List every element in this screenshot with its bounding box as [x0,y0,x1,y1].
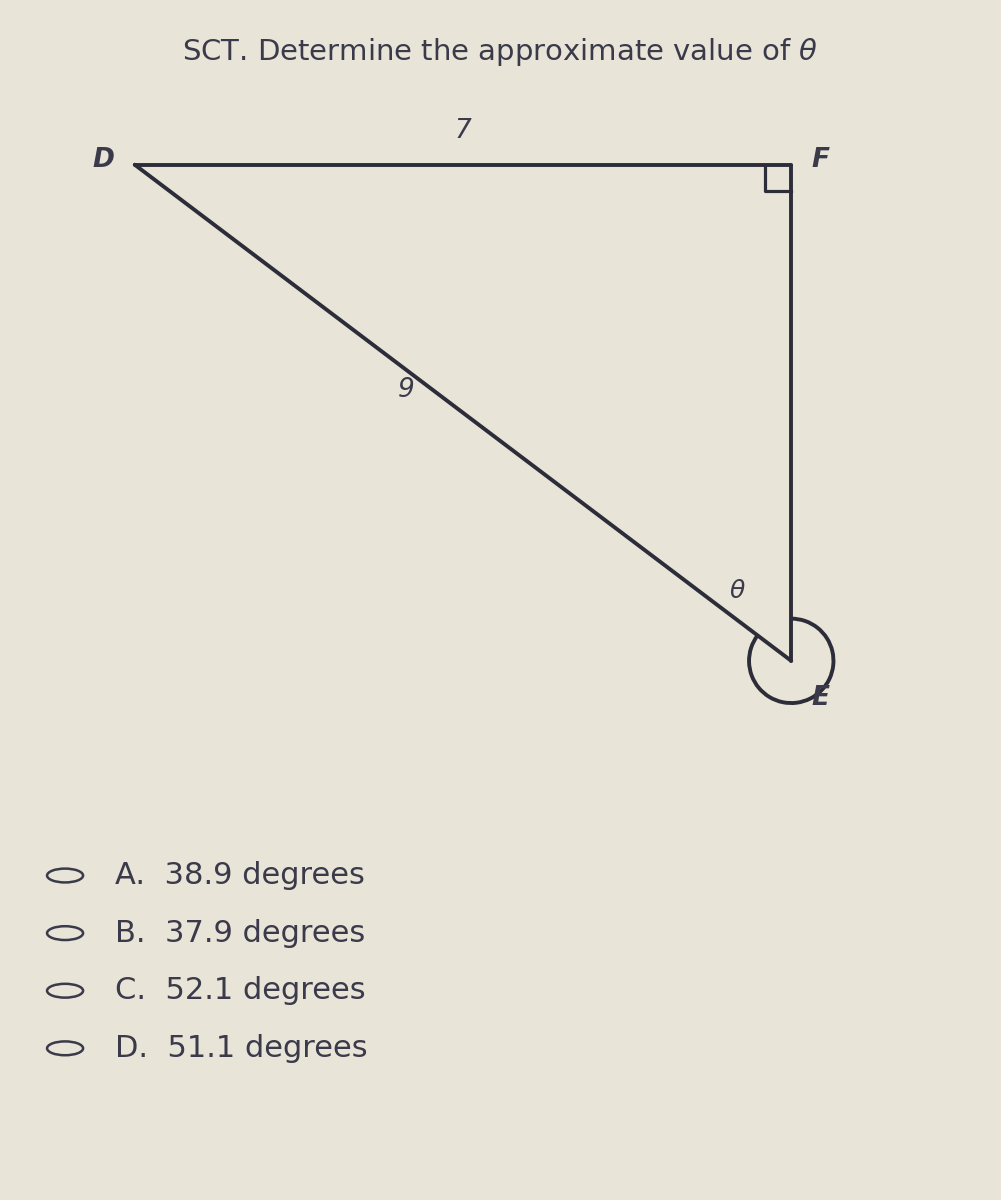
Text: 7: 7 [454,118,471,144]
Text: 9: 9 [398,377,415,403]
Text: B.  37.9 degrees: B. 37.9 degrees [115,919,365,948]
Text: A.  38.9 degrees: A. 38.9 degrees [115,862,365,890]
Text: E: E [812,685,830,712]
Text: F: F [812,146,830,173]
Text: D.  51.1 degrees: D. 51.1 degrees [115,1034,367,1063]
Text: SCT. Determine the approximate value of $\theta$: SCT. Determine the approximate value of … [182,36,819,68]
Text: C.  52.1 degrees: C. 52.1 degrees [115,977,365,1006]
Text: D: D [92,146,114,173]
Text: θ: θ [730,580,745,604]
